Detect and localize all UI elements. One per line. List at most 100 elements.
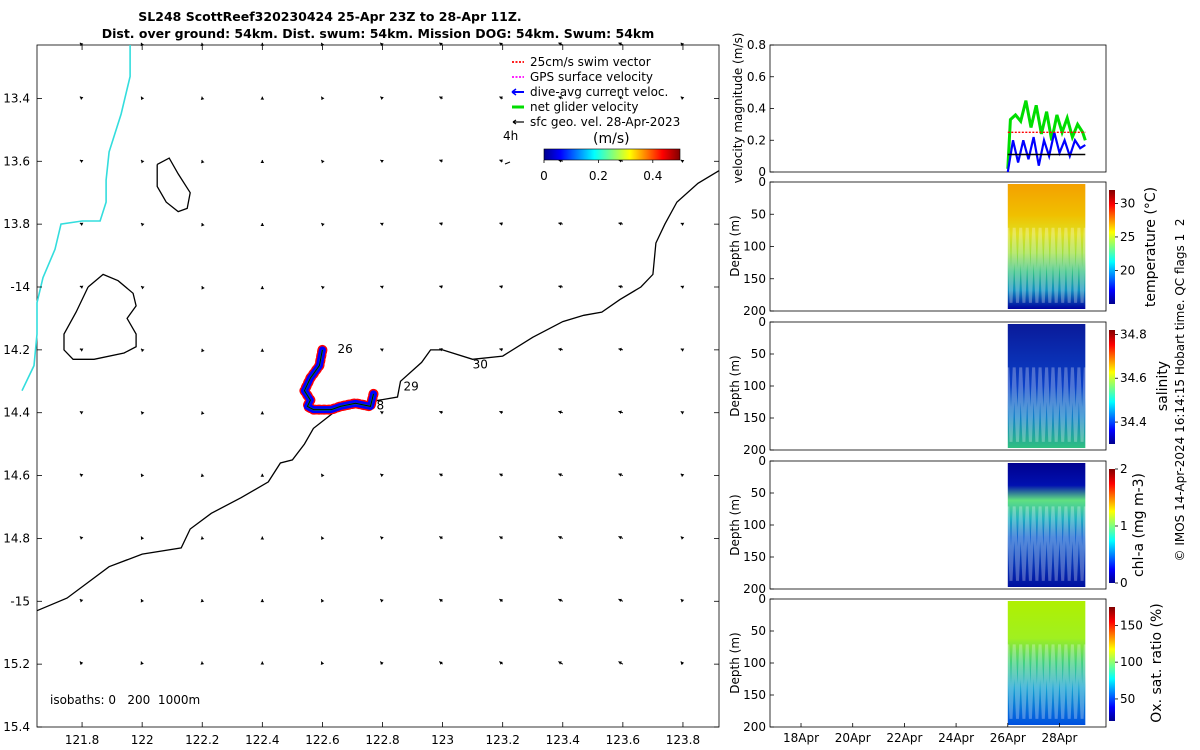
sfc-velocity-arrow [439, 159, 443, 163]
date-tick-label: 24Apr [938, 731, 974, 745]
sfc-velocity-arrow [140, 411, 145, 415]
sfc-velocity-arrow [680, 536, 685, 540]
temperature-ylabel: Depth (m) [728, 215, 742, 276]
velocity-panel-frame [769, 44, 1107, 173]
sfc-velocity-arrow [379, 96, 384, 100]
sfc-velocity-arrow [558, 598, 563, 603]
velocity-y-tick-label: 0.6 [747, 70, 766, 84]
temperature-colorbar-ticks: 20 25 30 [1115, 196, 1135, 277]
reef-north-outline [156, 157, 191, 213]
sfc-velocity-arrow [379, 598, 384, 603]
map-y-tick-label: 14.8 [3, 531, 30, 545]
temp-y-tick-label: 100 [743, 240, 766, 254]
sfc-velocity-arrow [558, 661, 564, 665]
map-y-tick-label: 13.6 [3, 154, 30, 168]
sfc-velocity-arrow [200, 661, 205, 665]
oxygen-colorbar-ticks: 50 100 150 [1115, 618, 1143, 706]
isobath-1000m [36, 170, 720, 612]
sfc-velocity-arrow [140, 96, 145, 101]
glider-path [303, 349, 374, 411]
ox-y-tick-label: 200 [743, 720, 766, 734]
profile-panels: 0 0.2 0.4 0.6 0.8 velocity magnitude (m/s) 0… [728, 33, 1171, 745]
sfc-velocity-arrow [680, 285, 685, 289]
temperature-y-ticks: 0 50 100 150 200 [743, 175, 774, 318]
day-label: 29 [404, 380, 419, 394]
sal-y-tick-label: 100 [743, 379, 766, 393]
sfc-velocity-arrow [321, 285, 325, 290]
map-x-tick-label: 121.8 [65, 733, 99, 747]
sfc-velocity-arrow [260, 286, 265, 290]
map-x-tick-label: 122.4 [245, 733, 279, 747]
map-y-tick-label: 14.6 [3, 469, 30, 483]
sfc-velocity-arrow [260, 661, 265, 665]
temperature-section [1006, 184, 1087, 309]
map-y-tick-label: 13.4 [3, 91, 30, 105]
map-y-tick-label: -15 [10, 594, 30, 608]
sfc-velocity-arrow [380, 348, 384, 352]
sfc-velocity-arrow [439, 410, 443, 415]
chl-y-tick-label: 200 [743, 582, 766, 596]
map-y-tick-label: 15.2 [3, 657, 30, 671]
sfc-velocity-arrow [320, 598, 325, 603]
colorbar-tick-label: 0 [540, 169, 548, 183]
map-colorbar [543, 148, 681, 161]
chl-y-tick-label: 50 [751, 486, 766, 500]
glider-track [299, 344, 379, 415]
chl-section-fill [1007, 463, 1086, 587]
chlorophyll-section [1006, 463, 1087, 587]
map-x-tick-label: 122 [131, 733, 154, 747]
sfc-velocity-arrow [320, 536, 325, 540]
sfc-velocity-arrow [618, 96, 624, 100]
ox-dive-pattern [1006, 644, 1087, 719]
map-y-tick-label: 13.8 [3, 217, 30, 231]
sfc-velocity-arrow [260, 223, 265, 227]
footer-credit: © IMOS 14-Apr-2024 16:14:15 Hobart time.… [1173, 219, 1187, 562]
sfc-velocity-arrow [680, 348, 685, 352]
map-x-tick-label: 122.2 [185, 733, 219, 747]
oxygen-ylabel: Depth (m) [728, 632, 742, 693]
sfc-velocity-arrow [380, 285, 384, 289]
salinity-colorbar [1109, 330, 1115, 444]
chlorophyll-y-ticks: 0 50 100 150 200 [743, 454, 774, 596]
sfc-velocity-arrow [380, 222, 384, 226]
velocity-series-line [1006, 132, 1086, 173]
legend-current-arrowhead [511, 88, 517, 96]
chl-y-tick-label: 0 [758, 454, 766, 468]
temp-section-fill [1007, 184, 1086, 309]
day-label: 8 [376, 399, 384, 413]
velocity-y-ticks: 0 0.2 0.4 0.6 0.8 [747, 38, 774, 179]
sfc-velocity-arrow [439, 536, 443, 540]
sfc-velocity-arrow [499, 598, 503, 603]
velocity-series [1006, 100, 1087, 173]
sfc-velocity-arrow [439, 96, 443, 100]
salinity-cblabel: salinity [1155, 361, 1171, 411]
sfc-velocity-arrow [618, 661, 624, 665]
sfc-velocity-arrow [79, 159, 84, 164]
map-x-tick-label: 123.8 [666, 733, 700, 747]
sfc-velocity-arrow [140, 222, 145, 227]
sfc-velocity-arrow [499, 661, 503, 665]
sfc-velocity-arrow [499, 285, 503, 289]
map-x-tick-label: 122.8 [365, 733, 399, 747]
map-x-tick-label: 123.6 [606, 733, 640, 747]
sfc-velocity-arrow [618, 222, 623, 226]
legend-net-label: net glider velocity [530, 100, 638, 114]
sfc-velocity-arrow [140, 598, 145, 603]
legend-swim-label: 25cm/s swim vector [530, 55, 651, 69]
oxygen-colorbar [1109, 607, 1115, 721]
temperature-cblabel: temperature (°C) [1143, 187, 1159, 307]
sfc-velocity-arrow [260, 536, 265, 540]
temp-y-tick-label: 50 [751, 207, 766, 221]
sfc-velocity-arrow [79, 598, 84, 603]
sal-y-tick-label: 50 [751, 347, 766, 361]
sfc-velocity-arrow [558, 284, 563, 289]
chl-y-tick-label: 150 [743, 550, 766, 564]
swim-vector-trail [299, 344, 379, 415]
map-x-ticks: 121.8 122 122.2 122.4 122.6 122.8 123 123.2 123.… [65, 45, 700, 747]
temp-cb-tick-label: 30 [1120, 196, 1135, 210]
ox-cb-tick-label: 50 [1120, 692, 1135, 706]
temp-dive-pattern [1006, 227, 1087, 303]
sfc-velocity-arrow [79, 285, 84, 289]
colorbar-tick-label: 0.2 [589, 169, 608, 183]
